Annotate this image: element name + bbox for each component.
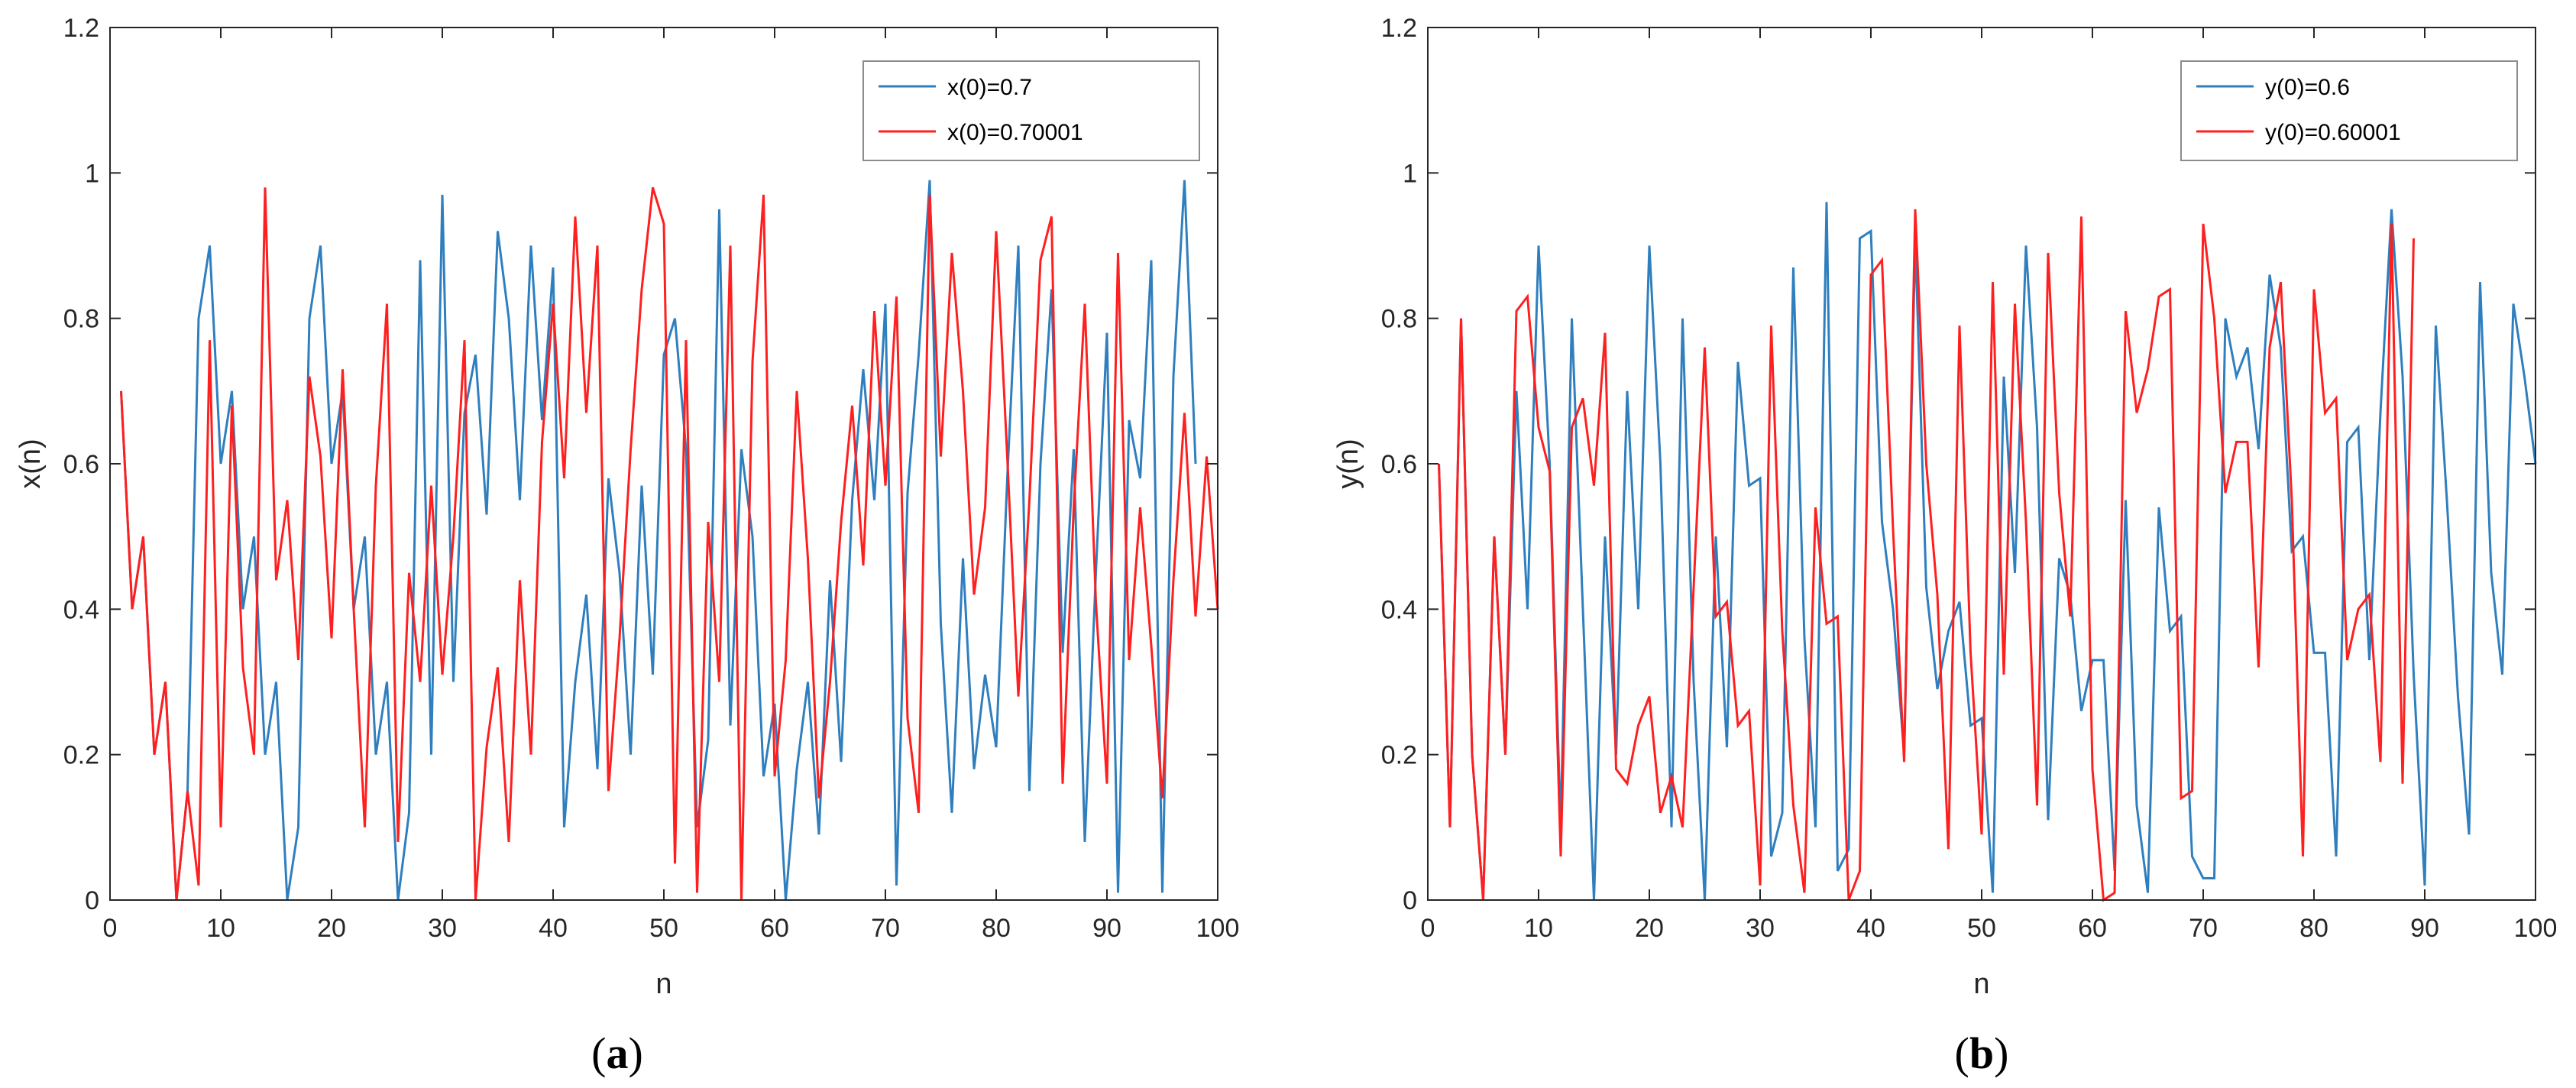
y-tick-label: 0.4 (63, 595, 99, 624)
panel-caption-a: (a) (591, 1028, 643, 1078)
panel-caption-b: (b) (1955, 1028, 2009, 1078)
series-line-2 (120, 186, 1219, 901)
x-axis-label: n (655, 968, 672, 1000)
x-tick-label: 100 (2514, 914, 2558, 943)
y-tick-label: 1.2 (1381, 14, 1417, 43)
x-tick-label: 80 (2299, 914, 2328, 943)
series-line-2 (1438, 209, 2415, 902)
x-tick-label: 100 (1196, 914, 1240, 943)
x-tick-label: 60 (760, 914, 789, 943)
y-tick-label: 0.4 (1381, 595, 1417, 624)
legend-label-series-2: x(0)=0.70001 (947, 120, 1083, 145)
legend-box (862, 60, 1200, 161)
y-tick-label: 0.8 (1381, 305, 1417, 334)
y-tick-label: 0.6 (63, 450, 99, 479)
x-tick-label: 50 (649, 914, 678, 943)
y-tick-label: 0 (85, 886, 99, 915)
x-tick-label: 20 (317, 914, 346, 943)
y-tick-label: 0.2 (63, 741, 99, 770)
x-tick-label: 30 (428, 914, 457, 943)
y-tick-label: 1.2 (63, 14, 99, 43)
x-tick-label: 10 (1524, 914, 1553, 943)
x-tick-label: 40 (1856, 914, 1885, 943)
plot-area (110, 28, 1218, 900)
plot-area (1428, 28, 2536, 900)
chart-panel-a: 0 10 20 30 40 50 60 70 80 90 10000.20.40.60.811.2 … (15, 14, 1239, 1078)
chart-panel-b: 0 10 20 30 40 50 60 70 80 90 10000.20.40.60.811.2 … (1332, 14, 2557, 1078)
x-tick-label: 0 (103, 914, 118, 943)
x-tick-label: 90 (2410, 914, 2439, 943)
x-tick-label: 90 (1092, 914, 1121, 943)
y-tick-label: 0.8 (63, 305, 99, 334)
legend-label-series-1: y(0)=0.6 (2265, 75, 2350, 100)
legend-box (2180, 60, 2518, 161)
x-tick-label: 70 (871, 914, 900, 943)
legend: x(0)=0.7 x(0)=0.70001 (862, 60, 1200, 161)
x-axis-label: n (1973, 968, 1989, 1000)
y-tick-label: 0.2 (1381, 741, 1417, 770)
x-tick-label: 10 (206, 914, 235, 943)
legend: y(0)=0.6 y(0)=0.60001 (2180, 60, 2518, 161)
legend-label-series-1: x(0)=0.7 (947, 75, 1032, 100)
x-tick-label: 40 (539, 914, 568, 943)
legend-label-series-2: y(0)=0.60001 (2265, 120, 2401, 145)
x-tick-label: 20 (1635, 914, 1664, 943)
x-tick-label: 70 (2189, 914, 2218, 943)
series-line-1 (1438, 202, 2537, 901)
x-tick-label: 80 (982, 914, 1011, 943)
x-tick-label: 0 (1421, 914, 1435, 943)
y-tick-label: 1 (1403, 159, 1417, 188)
series-line-1 (120, 180, 1197, 901)
y-axis-label: y(n) (1332, 439, 1364, 488)
y-tick-label: 1 (85, 159, 99, 188)
y-axis-label: x(n) (15, 439, 47, 488)
y-tick-label: 0 (1403, 886, 1417, 915)
x-tick-label: 60 (2078, 914, 2107, 943)
x-tick-label: 30 (1746, 914, 1775, 943)
x-tick-label: 50 (1967, 914, 1996, 943)
y-tick-label: 0.6 (1381, 450, 1417, 479)
